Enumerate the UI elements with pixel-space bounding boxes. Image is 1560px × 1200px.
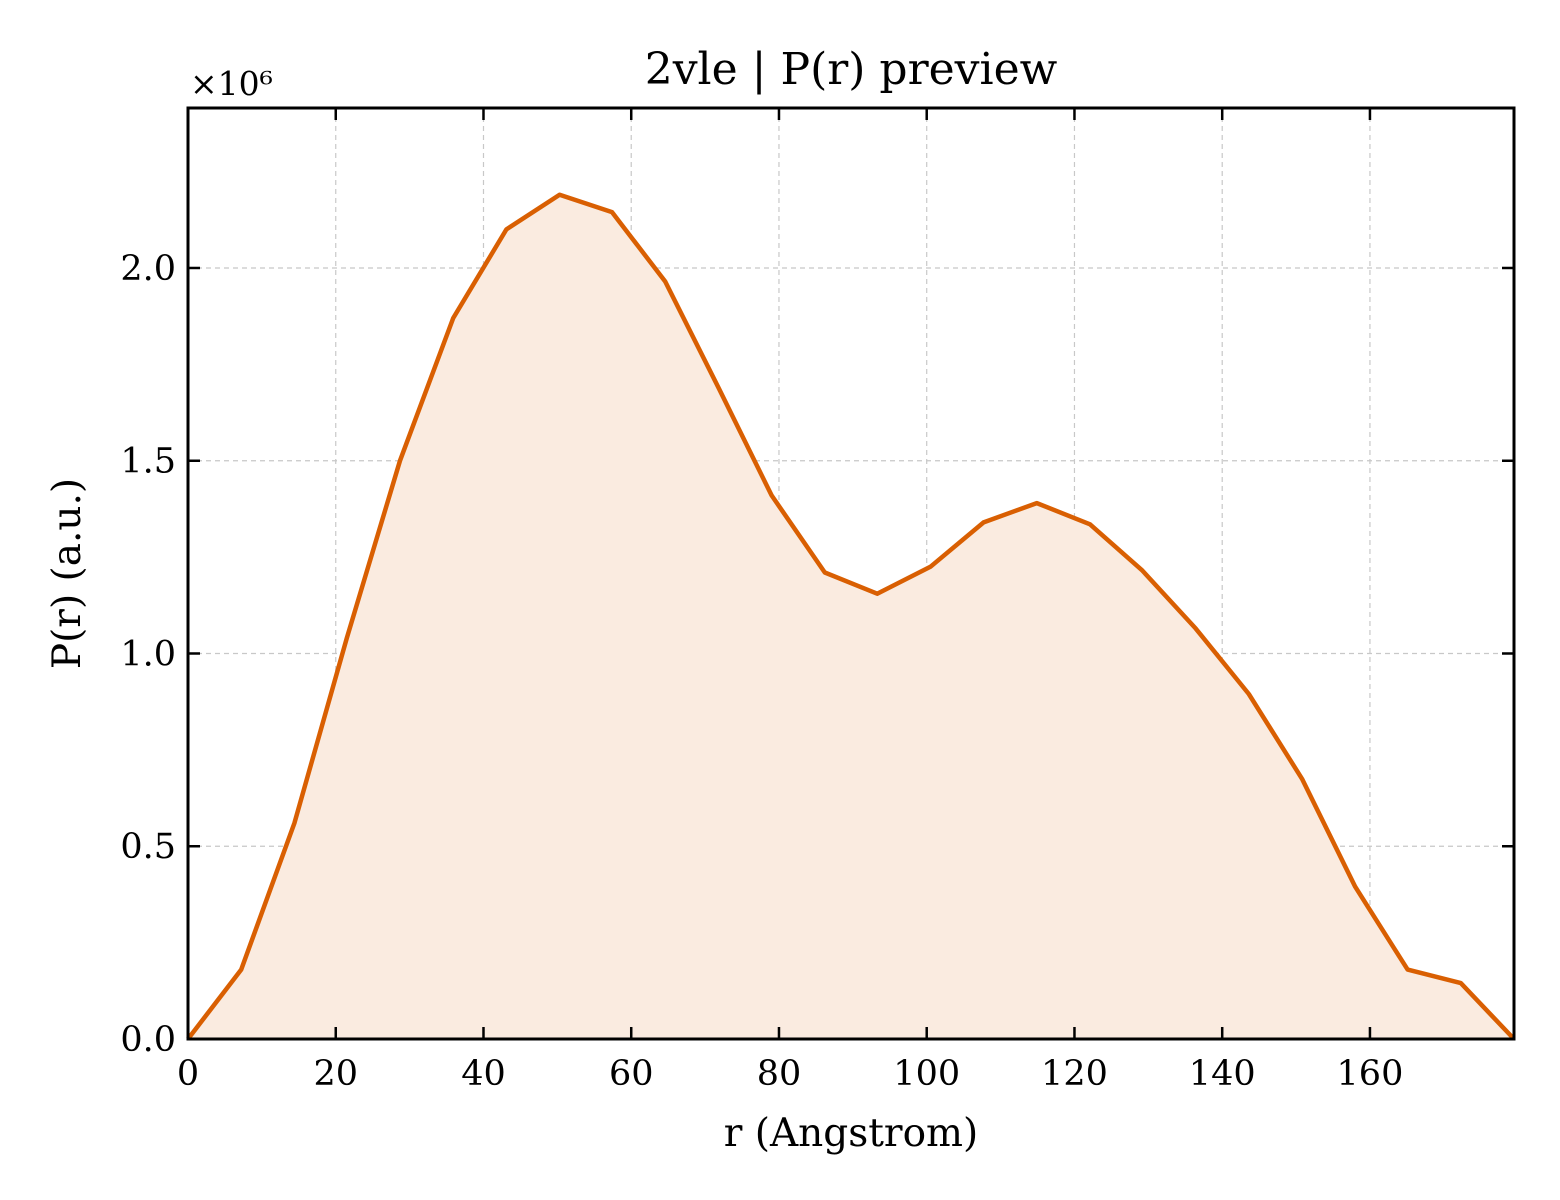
x-tick-label: 120 [1041, 1054, 1108, 1094]
axis-ticks [186, 108, 1514, 1041]
y-tick-label: 1.5 [120, 442, 176, 482]
x-tick-labels: 0 20 40 60 80 100 120 140 160 [177, 1054, 1403, 1094]
plot-frame [186, 106, 1516, 1041]
x-tick-label: 20 [313, 1054, 358, 1094]
chart-title: 2vle | P(r) preview [645, 44, 1058, 95]
x-tick-label: 60 [609, 1054, 654, 1094]
x-tick-label: 100 [893, 1054, 960, 1094]
x-tick-label: 160 [1337, 1054, 1404, 1094]
y-axis-offset-text: ×10⁶ [190, 64, 273, 103]
y-tick-label: 0.5 [120, 827, 176, 867]
y-tick-label: 2.0 [120, 249, 176, 289]
x-tick-label: 0 [177, 1054, 199, 1094]
x-tick-label: 80 [757, 1054, 802, 1094]
y-tick-label: 0.0 [120, 1020, 176, 1060]
pr-series-line [186, 192, 1516, 1041]
x-axis-label: r (Angstrom) [724, 1111, 979, 1156]
x-tick-label: 140 [1189, 1054, 1256, 1094]
x-tick-label: 40 [461, 1054, 506, 1094]
pr-area-fill [188, 194, 1514, 1039]
y-tick-label: 1.0 [120, 634, 176, 674]
y-axis-label: P(r) (a.u.) [45, 478, 90, 669]
y-tick-labels: 0.0 0.5 1.0 1.5 2.0 [120, 249, 176, 1060]
